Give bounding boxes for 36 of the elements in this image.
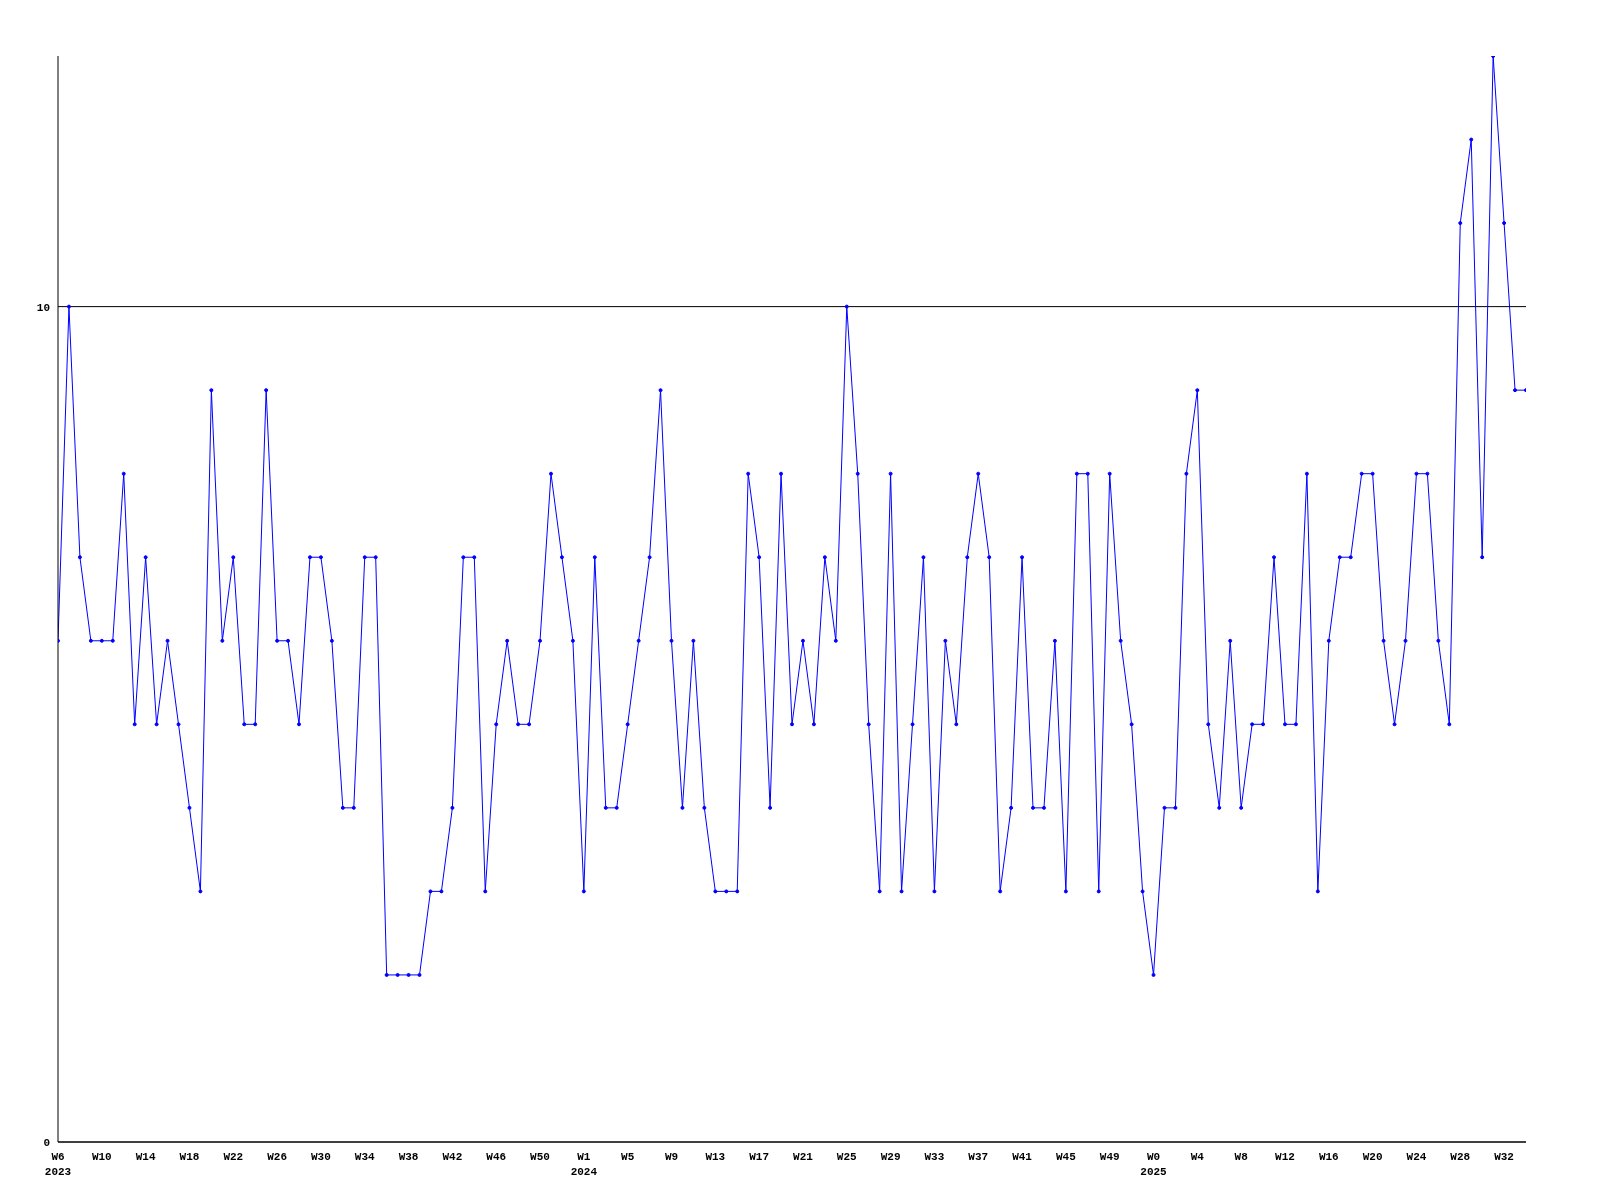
x-tick-label: W30 (311, 1151, 331, 1163)
x-tick-label: W42 (442, 1151, 463, 1163)
x-tick-label: W32 (1494, 1151, 1514, 1163)
x-tick-label: W50 (530, 1151, 550, 1163)
x-tick-label: W25 (836, 1151, 858, 1163)
x-tick-label: W1 2024 (570, 1151, 598, 1178)
x-tick-label: W34 (354, 1151, 376, 1163)
x-tick-label: W9 (664, 1151, 679, 1163)
x-tick-label: W22 (223, 1151, 244, 1163)
x-tick-label: W41 (1012, 1151, 1033, 1163)
x-tick-label: W28 (1450, 1151, 1471, 1163)
x-tick-label: W10 (91, 1151, 112, 1163)
x-tick-label: W13 (705, 1151, 726, 1163)
x-tick-label: W8 (1234, 1151, 1249, 1163)
x-tick-label: W6 2023 (44, 1151, 72, 1178)
x-tick-label: W18 (179, 1151, 200, 1163)
x-tick-label: W17 (749, 1151, 770, 1163)
x-tick-label: W37 (968, 1151, 989, 1163)
x-tick-label: W21 (793, 1151, 814, 1163)
x-tick-label: W24 (1406, 1151, 1427, 1163)
x-tick-label: W16 (1318, 1151, 1339, 1163)
x-tick-label: W5 (621, 1151, 635, 1163)
x-tick-label: W20 (1362, 1151, 1383, 1163)
x-tick-label: W49 (1099, 1151, 1120, 1163)
x-tick-label: W14 (135, 1151, 156, 1163)
x-tick-label: W29 (880, 1151, 901, 1163)
x-tick-label: W46 (486, 1151, 507, 1163)
y-tick-label: 10 (36, 301, 50, 314)
x-tick-label: W45 (1055, 1151, 1077, 1163)
x-tick-label: W12 (1275, 1151, 1295, 1163)
x-tick-label: W33 (924, 1151, 945, 1163)
x-tick-label: W4 (1190, 1151, 1205, 1163)
x-tick-label: W0 2025 (1140, 1151, 1168, 1178)
x-tick-label: W38 (398, 1151, 419, 1163)
x-tick-label: W26 (267, 1151, 288, 1163)
y-tick-label: 0 (43, 1136, 50, 1149)
